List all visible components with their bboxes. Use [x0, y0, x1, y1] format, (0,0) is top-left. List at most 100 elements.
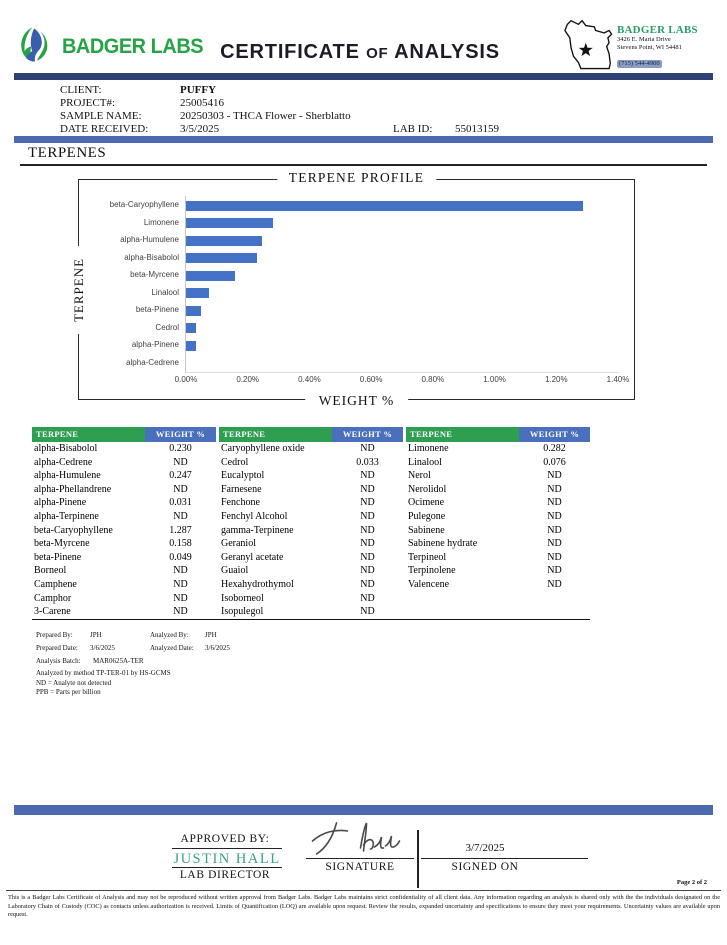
terpene-name-cell: alpha-Bisabolol: [34, 443, 98, 454]
terpene-name-cell: Borneol: [34, 565, 67, 577]
terpene-name-cell: Geranyl acetate: [221, 551, 284, 563]
analyzed-date-value: 3/6/2025: [205, 644, 230, 652]
weight-value-cell: ND: [360, 538, 375, 550]
weight-value-cell: ND: [360, 443, 375, 454]
chart-x-tick-label: 0.00%: [174, 375, 198, 384]
table-row: Geranyl acetate ND: [219, 551, 403, 565]
terpene-name-cell: alpha-Humulene: [34, 470, 101, 482]
terpene-name-cell: alpha-Terpinene: [34, 510, 99, 522]
weight-column-header: WEIGHT %: [332, 427, 403, 442]
client-label: CLIENT:: [60, 84, 102, 96]
terpene-name-cell: gamma-Terpinene: [221, 524, 294, 536]
terpene-table-group: TERPENE WEIGHT % Limonene 0.282 Linalool 0.07…: [406, 427, 590, 592]
table-row: Borneol ND: [32, 564, 216, 578]
chart-category-label: Linalool: [151, 287, 179, 297]
table-row: Nerolidol ND: [406, 483, 590, 497]
terpene-name-cell: Terpinolene: [408, 565, 456, 577]
analyzed-by-label: Analyzed By:: [150, 631, 189, 639]
table-row: Fenchyl Alcohol ND: [219, 510, 403, 524]
terpene-name-cell: beta-Myrcene: [34, 538, 90, 550]
weight-value-cell: ND: [360, 565, 375, 577]
approver-title: LAB DIRECTOR: [179, 869, 271, 881]
terpene-name-cell: Terpineol: [408, 551, 447, 563]
sample-name-label: SAMPLE NAME:: [60, 110, 142, 122]
chart-category-label: Limonene: [143, 217, 179, 227]
signature-label: SIGNATURE: [325, 861, 395, 873]
terpene-name-cell: Hexahydrothymol: [221, 578, 294, 590]
weight-value-cell: ND: [360, 510, 375, 522]
terpene-name-cell: Ocimene: [408, 497, 445, 509]
lab-address-line1: 3426 E. Maria Drive: [617, 36, 671, 43]
table-row: Terpinolene ND: [406, 564, 590, 578]
analysis-batch-value: MAR0625A-TER: [93, 657, 144, 665]
star-icon: [578, 42, 593, 57]
table-row: alpha-Humulene 0.247: [32, 469, 216, 483]
chart-category-label: beta-Caryophyllene: [109, 200, 179, 210]
analysis-batch-label: Analysis Batch:: [36, 657, 81, 665]
weight-value-cell: ND: [360, 497, 375, 509]
lab-address-line2: Stevens Point, WI 54481: [617, 44, 682, 51]
terpene-name-cell: Camphor: [34, 592, 72, 604]
table-row: Camphor ND: [32, 592, 216, 606]
signature-rule: [306, 858, 414, 860]
terpene-name-cell: Nerolidol: [408, 483, 447, 495]
nd-note: ND = Analyte not detected: [36, 679, 112, 687]
chart-category-label: alpha-Cedrene: [126, 357, 179, 367]
date-received-value: 3/5/2025: [180, 123, 220, 135]
table-row: Fenchone ND: [219, 496, 403, 510]
terpene-table-group: TERPENE WEIGHT % Caryophyllene oxide ND Cedr…: [219, 427, 403, 619]
table-row: Linalool 0.076: [406, 456, 590, 470]
table-row: Ocimene ND: [406, 496, 590, 510]
project-value: 25005416: [180, 97, 224, 109]
table-row: Camphene ND: [32, 578, 216, 592]
chart-category-label: alpha-Bisabolol: [124, 252, 179, 262]
terpene-name-cell: Isopulegol: [221, 606, 264, 618]
chart-x-tick-label: 0.80%: [421, 375, 445, 384]
terpene-name-cell: Nerol: [408, 470, 431, 482]
table-row: Guaiol ND: [219, 564, 403, 578]
weight-value-cell: 1.287: [169, 524, 192, 536]
terpene-name-cell: Limonene: [408, 443, 449, 454]
terpene-column-header: TERPENE: [406, 427, 519, 442]
chart-bar: [186, 340, 196, 351]
weight-value-cell: ND: [360, 551, 375, 563]
table-header-row: TERPENE WEIGHT %: [32, 427, 216, 442]
logo-wordmark: BADGER LABS: [62, 35, 204, 58]
section-underline: [20, 164, 707, 166]
table-header-row: TERPENE WEIGHT %: [406, 427, 590, 442]
date-received-label: DATE RECEIVED:: [60, 123, 149, 135]
chart-value-axis-line: [185, 196, 186, 373]
chart-x-tick-label: 0.60%: [359, 375, 383, 384]
terpene-name-cell: Valencene: [408, 578, 450, 590]
table-row: gamma-Terpinene ND: [219, 524, 403, 538]
weight-value-cell: ND: [360, 483, 375, 495]
table-header-row: TERPENE WEIGHT %: [219, 427, 403, 442]
weight-value-cell: ND: [547, 551, 562, 563]
weight-value-cell: ND: [173, 456, 188, 468]
terpene-profile-chart: TERPENE PROFILE TERPENE WEIGHT % beta-Ca…: [71, 170, 635, 409]
badger-head-icon: [18, 26, 56, 68]
lab-id-value: 55013159: [455, 123, 499, 135]
approver-name: JUSTIN HALL: [173, 851, 281, 867]
lab-phone-link[interactable]: (715) 544-4900: [617, 60, 662, 68]
weight-value-cell: ND: [173, 565, 188, 577]
document-title: CERTIFICATE OF ANALYSIS: [220, 41, 500, 63]
signed-on-date: 3/7/2025: [465, 842, 505, 854]
chart-bar: [186, 270, 235, 281]
weight-value-cell: 0.158: [169, 538, 192, 550]
weight-column-header: WEIGHT %: [519, 427, 590, 442]
weight-value-cell: 0.282: [543, 443, 566, 454]
chart-category-label: Cedrol: [155, 322, 179, 332]
chart-x-tick-label: 1.40%: [606, 375, 630, 384]
weight-value-cell: ND: [173, 578, 188, 590]
footer-disclaimer: This is a Badger Labs Certificate of Ana…: [8, 894, 720, 919]
table-row: alpha-Terpinene ND: [32, 510, 216, 524]
weight-value-cell: 0.230: [169, 443, 192, 454]
table-row: 3-Carene ND: [32, 605, 216, 619]
chart-x-axis-label: WEIGHT %: [304, 393, 409, 409]
table-row: alpha-Pinene 0.031: [32, 496, 216, 510]
chart-x-tick-label: 1.00%: [483, 375, 506, 384]
chart-x-tick-label: 1.20%: [544, 375, 568, 384]
badger-labs-logo: BADGER LABS: [18, 26, 211, 68]
